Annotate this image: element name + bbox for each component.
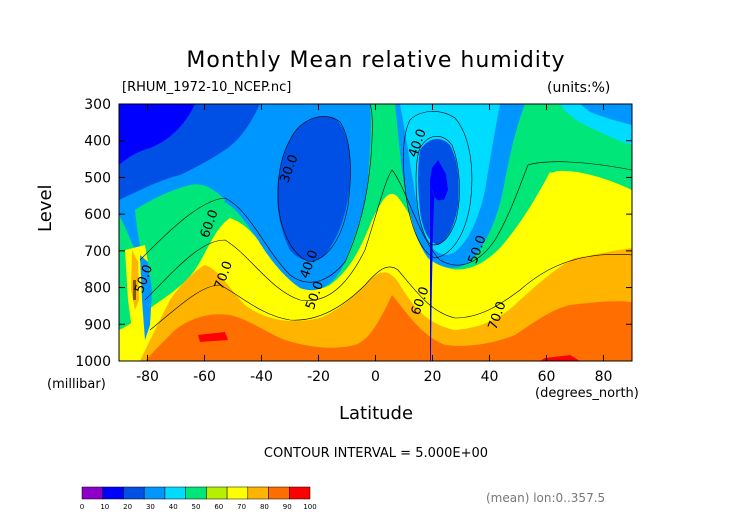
x-axis-units: (degrees_north) (535, 386, 639, 401)
y-tick-label: 800 (84, 281, 111, 297)
colorbar-swatch (206, 486, 228, 500)
colorbar-tick-label: 80 (260, 503, 269, 511)
colorbar-tick-label: 90 (283, 503, 292, 511)
y-tick-label: 900 (84, 317, 111, 333)
file-label: [RHUM_1972-10_NCEP.nc] (122, 80, 292, 95)
colorbar-swatch (81, 486, 103, 500)
contour-line (277, 116, 351, 263)
band-90-100 (119, 295, 632, 361)
band-30-40 (277, 116, 351, 262)
contour-line (415, 136, 460, 246)
contour-line (139, 104, 373, 283)
colorbar: 0 10 20 30 40 50 60 70 80 90 100 (80, 486, 317, 511)
colorbar-tick-label: 20 (123, 503, 132, 511)
x-axis-title: Latitude (338, 403, 414, 424)
y-tick-label: 500 (84, 170, 111, 186)
colorbar-swatch (185, 486, 207, 500)
x-axis-ticks: -80 -60 -40 -20 0 20 40 60 80 (136, 104, 612, 385)
x-tick-label: -60 (193, 369, 216, 385)
y-tick-label: 300 (84, 97, 111, 113)
band-10-20-polar2 (119, 104, 195, 165)
colorbar-swatch (226, 486, 249, 500)
colorbar-tick-label: 10 (100, 503, 109, 511)
colorbar-tick-label: 100 (303, 503, 316, 511)
colorbar-tick-label: 30 (146, 503, 155, 511)
x-tick-label: -80 (136, 369, 159, 385)
chart-title: Monthly Mean relative humidity (186, 48, 566, 73)
x-tick-label: -20 (307, 369, 330, 385)
contour-line (403, 111, 473, 259)
y-tick-label: 600 (84, 207, 111, 223)
x-tick-label: 60 (538, 369, 556, 385)
y-axis-title: Level (35, 184, 56, 232)
y-axis-units: (millibar) (47, 377, 106, 392)
band-brown-sliver (133, 280, 136, 300)
y-tick-label: 400 (84, 134, 111, 150)
units-label: (units:%) (547, 80, 611, 96)
colorbar-swatch (247, 486, 269, 500)
colorbar-swatch (143, 486, 166, 500)
contour-line (144, 161, 632, 301)
x-tick-label: 20 (424, 369, 442, 385)
x-tick-label: 40 (481, 369, 499, 385)
colorbar-swatch (164, 486, 186, 500)
colorbar-swatch (268, 486, 290, 500)
colorbar-tick-label: 50 (192, 503, 201, 511)
colorbar-swatch (102, 486, 124, 500)
colorbar-swatch (123, 486, 145, 500)
mean-note: (mean) lon:0..357.5 (486, 491, 606, 505)
colorbar-tick-label: 40 (169, 503, 178, 511)
contour-lines (139, 104, 632, 331)
x-tick-label: 80 (595, 369, 613, 385)
band-40-50-north (580, 104, 632, 125)
band-60-70-patch (135, 184, 225, 265)
band-20-30-south-narrow (140, 255, 152, 340)
contour-line (149, 253, 632, 331)
colorbar-tick-label: 60 (214, 503, 223, 511)
contour-fill-layer (119, 104, 632, 361)
y-axis-ticks: 300 400 500 600 700 800 900 1000 (75, 97, 632, 370)
x-tick-label: 0 (371, 369, 380, 385)
colorbar-tick-label: 70 (237, 503, 246, 511)
band-20-30-b (430, 160, 448, 200)
colorbar-swatch (289, 486, 311, 500)
y-tick-label: 700 (84, 244, 111, 260)
y-tick-label: 1000 (75, 354, 111, 370)
colorbar-tick-label: 0 (80, 503, 84, 511)
contour-interval-note: CONTOUR INTERVAL = 5.000E+00 (263, 446, 489, 461)
x-tick-label: -40 (250, 369, 273, 385)
